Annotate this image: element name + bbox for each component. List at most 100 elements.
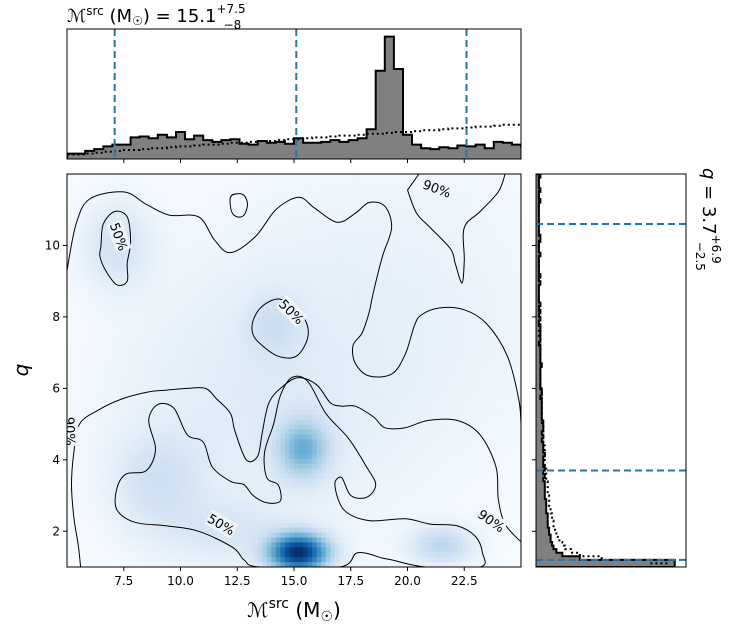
heatmap-cell — [393, 286, 400, 293]
heatmap-cell — [203, 272, 209, 278]
heatmap-cell — [389, 390, 395, 396]
heatmap-cell — [71, 341, 77, 347]
heatmap-cell — [225, 360, 232, 367]
heatmap-cell — [253, 331, 259, 337]
heatmap-cell — [471, 341, 477, 347]
heatmap-cell — [180, 306, 186, 313]
heatmap-cell — [216, 247, 222, 254]
heatmap-cell — [207, 193, 213, 200]
heatmap-cell — [380, 409, 386, 416]
heatmap-cell — [212, 257, 218, 264]
heatmap-cell — [343, 326, 350, 332]
heatmap-cell — [71, 291, 77, 298]
heatmap-cell — [380, 311, 386, 318]
heatmap-cell — [103, 262, 109, 268]
heatmap-cell — [493, 198, 499, 205]
heatmap-cell — [353, 198, 359, 205]
heatmap-cell — [216, 228, 222, 234]
heatmap-cell — [112, 213, 118, 219]
heatmap-cell — [76, 321, 82, 327]
heatmap-cell — [244, 218, 250, 224]
heatmap-cell — [475, 228, 481, 234]
heatmap-cell — [194, 247, 200, 254]
heatmap-cell — [384, 380, 390, 386]
heatmap-cell — [89, 296, 95, 303]
heatmap-cell — [189, 188, 195, 195]
heatmap-cell — [148, 183, 154, 190]
heatmap-cell — [262, 395, 268, 401]
heatmap-cell — [516, 390, 521, 396]
heatmap-cell — [380, 404, 386, 411]
heatmap-cell — [298, 208, 304, 214]
heatmap-cell — [153, 242, 159, 249]
heatmap-cell — [312, 208, 318, 214]
heatmap-cell — [362, 390, 368, 396]
heatmap-cell — [239, 345, 245, 352]
heatmap-cell — [393, 336, 400, 342]
heatmap-cell — [76, 385, 82, 391]
heatmap-cell — [312, 267, 318, 273]
heatmap-cell — [130, 345, 136, 352]
heatmap-cell — [339, 341, 345, 347]
heatmap-cell — [148, 223, 154, 229]
heatmap-cell — [421, 326, 427, 332]
heatmap-cell — [507, 380, 513, 386]
heatmap-cell — [339, 267, 345, 273]
heatmap-cell — [80, 326, 86, 332]
heatmap-cell — [484, 326, 490, 332]
heatmap-cell — [239, 331, 245, 337]
heatmap-cell — [239, 203, 245, 209]
heatmap-cell — [248, 282, 254, 288]
heatmap-cell — [362, 341, 368, 347]
heatmap-cell — [393, 228, 400, 234]
heatmap-cell — [121, 404, 127, 411]
heatmap-cell — [162, 360, 168, 367]
heatmap-cell — [371, 183, 377, 190]
heatmap-cell — [480, 232, 486, 239]
heatmap-cell — [484, 311, 490, 318]
heatmap-cell — [448, 311, 454, 318]
heatmap-cell — [148, 385, 154, 391]
heatmap-cell — [207, 316, 213, 322]
heatmap-cell — [180, 213, 186, 219]
heatmap-cell — [121, 277, 127, 283]
heatmap-cell — [98, 301, 104, 308]
heatmap-cell — [448, 267, 454, 273]
heatmap-cell — [489, 208, 495, 214]
heatmap-cell — [116, 380, 123, 386]
heatmap-cell — [461, 272, 468, 278]
heatmap-cell — [321, 301, 327, 308]
heatmap-cell — [330, 262, 336, 268]
heatmap-cell — [380, 365, 386, 372]
heatmap-cell — [248, 331, 254, 337]
heatmap-cell — [153, 208, 159, 214]
heatmap-cell — [130, 336, 136, 342]
heatmap-cell — [216, 380, 222, 386]
heatmap-cell — [303, 399, 309, 406]
heatmap-cell — [248, 350, 254, 357]
heatmap-cell — [493, 345, 499, 352]
heatmap-cell — [330, 385, 336, 391]
heatmap-cell — [471, 247, 477, 254]
heatmap-cell — [434, 370, 440, 377]
heatmap-cell — [416, 296, 422, 303]
heatmap-cell — [357, 262, 363, 268]
heatmap-cell — [412, 232, 418, 239]
heatmap-cell — [244, 203, 250, 209]
heatmap-cell — [144, 267, 150, 273]
heatmap-cell — [389, 174, 395, 180]
heatmap-cell — [325, 183, 331, 190]
heatmap-cell — [98, 203, 104, 209]
heatmap-cell — [153, 174, 159, 180]
heatmap-cell — [230, 272, 236, 278]
heatmap-cell — [366, 247, 372, 254]
heatmap-cell — [493, 385, 499, 391]
heatmap-cell — [389, 267, 395, 273]
heatmap-cell — [257, 350, 263, 357]
heatmap-cell — [130, 208, 136, 214]
heatmap-cell — [357, 331, 363, 337]
heatmap-cell — [253, 316, 259, 322]
density-heatmap — [67, 174, 521, 567]
heatmap-cell — [416, 336, 422, 342]
heatmap-cell — [402, 360, 409, 367]
